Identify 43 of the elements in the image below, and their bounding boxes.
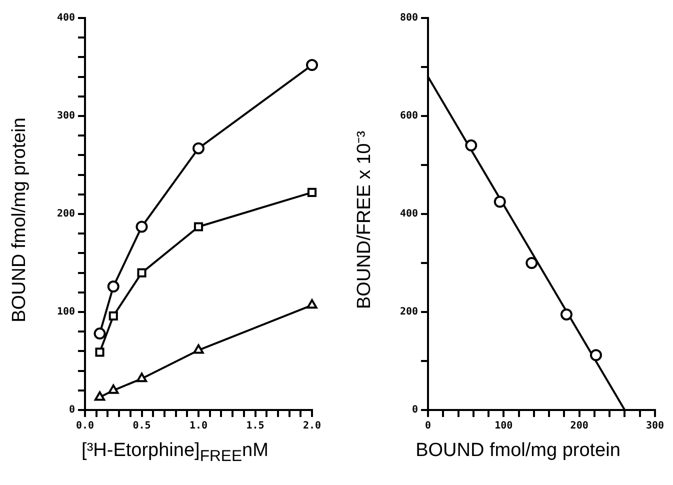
y-tick-label: 800 <box>400 12 418 24</box>
y-tick-label: 600 <box>400 110 418 122</box>
point <box>94 328 106 340</box>
y-tick-label: 0 <box>412 404 418 416</box>
y-tick-label: 400 <box>56 12 75 24</box>
point <box>137 268 146 278</box>
x-axis-title: [³H-Etorphine]$_{FREE}$nM <box>80 440 270 466</box>
x-tick-label: 1.5 <box>246 420 264 432</box>
x-tick-label: 0 <box>424 420 432 432</box>
point <box>193 344 204 354</box>
x-axis-title: BOUND fmol/mg protein <box>414 440 622 462</box>
y-axis-title: BOUND/FREE x 10⁻³ <box>353 130 376 310</box>
point <box>194 222 204 232</box>
point <box>306 59 318 72</box>
y-tick-label: 300 <box>56 110 75 122</box>
point <box>108 311 118 320</box>
x-tick-label: 0.0 <box>76 420 94 432</box>
x-tick-label: 300 <box>646 420 664 432</box>
point <box>560 308 572 320</box>
point <box>307 188 317 197</box>
point <box>192 142 204 154</box>
x-tick-label: 1.0 <box>189 420 208 432</box>
point <box>95 348 104 357</box>
point <box>108 384 119 394</box>
point <box>94 391 106 401</box>
x-tick-label: 2.0 <box>302 420 322 432</box>
y-tick-label: 100 <box>56 306 75 318</box>
point <box>590 349 602 362</box>
y-tick-label: 200 <box>56 208 75 220</box>
point <box>465 139 478 152</box>
x-tick-label: 100 <box>494 420 513 432</box>
point <box>494 196 506 208</box>
x-tick-label: 200 <box>570 420 588 432</box>
y-tick-label: 400 <box>400 208 418 220</box>
x-tick-label: 0.5 <box>132 420 151 432</box>
y-tick-label: 0 <box>68 404 75 416</box>
point <box>136 220 148 233</box>
point <box>306 299 318 309</box>
point <box>136 372 148 382</box>
y-axis-title: BOUND fmol/mg protein <box>9 118 31 322</box>
point <box>526 257 538 269</box>
point <box>107 280 120 293</box>
y-tick-label: 200 <box>400 306 418 318</box>
